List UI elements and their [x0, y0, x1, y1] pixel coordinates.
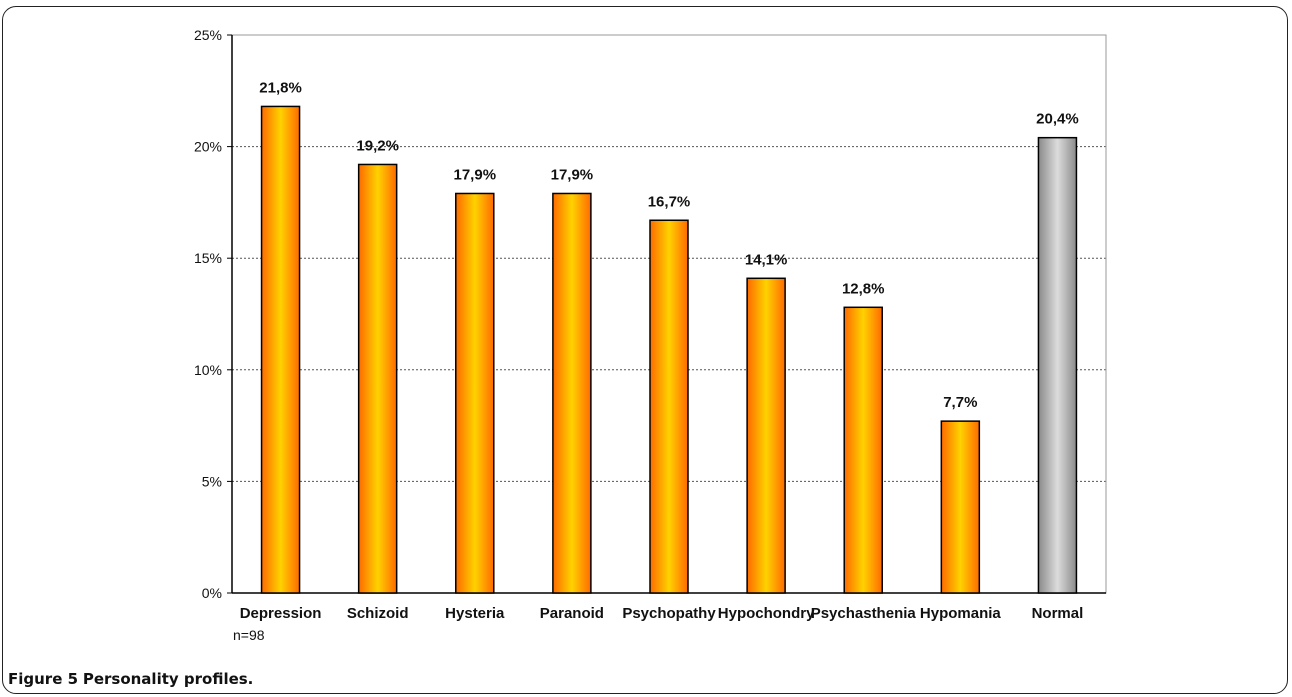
y-tick-label: 25% — [194, 27, 222, 43]
figure-caption-text: Personality profiles. — [82, 670, 254, 688]
value-label: 12,8% — [842, 280, 885, 297]
labels: 0% 5% 10% 15% 20% 25% 21,8% Depression 19,2% Schi… — [194, 27, 1083, 622]
x-category-label: Paranoid — [540, 605, 604, 622]
value-label: 17,9% — [454, 166, 497, 183]
bar-hypomania — [940, 420, 981, 594]
x-category-label: Hypochondry — [718, 605, 815, 622]
value-label: 20,4% — [1036, 111, 1079, 128]
bar-hysteria — [455, 192, 495, 594]
x-category-label: Normal — [1032, 605, 1084, 622]
value-label: 14,1% — [745, 251, 788, 268]
x-category-label: Depression — [240, 605, 322, 622]
x-category-label: Hypomania — [920, 605, 1002, 622]
bar-psychopathy — [649, 219, 689, 594]
y-tick-label: 20% — [194, 139, 222, 155]
value-label: 7,7% — [943, 394, 977, 411]
value-label: 17,9% — [551, 166, 594, 183]
y-tick-label: 0% — [202, 585, 222, 601]
bar-normal — [1037, 136, 1078, 594]
figure-label: Figure 5 — [8, 670, 79, 688]
bar-depression — [260, 105, 301, 594]
bars — [260, 105, 1078, 594]
x-category-label: Psychasthenia — [811, 605, 917, 622]
value-label: 21,8% — [259, 79, 302, 96]
value-label: 16,7% — [648, 193, 691, 210]
x-category-label: Psychopathy — [622, 605, 716, 622]
bar-schizoid — [357, 163, 398, 594]
bar-hypochondry — [746, 277, 786, 594]
x-category-label: Schizoid — [347, 605, 409, 622]
y-tick-label: 15% — [194, 250, 222, 266]
x-category-label: Hysteria — [445, 605, 505, 622]
figure-caption: Figure 5 Personality profiles. — [8, 670, 253, 688]
sample-size-note: n=98 — [233, 627, 265, 643]
y-tick-label: 10% — [194, 362, 222, 378]
y-tick-label: 5% — [202, 473, 222, 489]
value-label: 19,2% — [356, 137, 399, 154]
bar-psychasthenia — [843, 306, 883, 594]
bar-paranoid — [552, 192, 592, 594]
